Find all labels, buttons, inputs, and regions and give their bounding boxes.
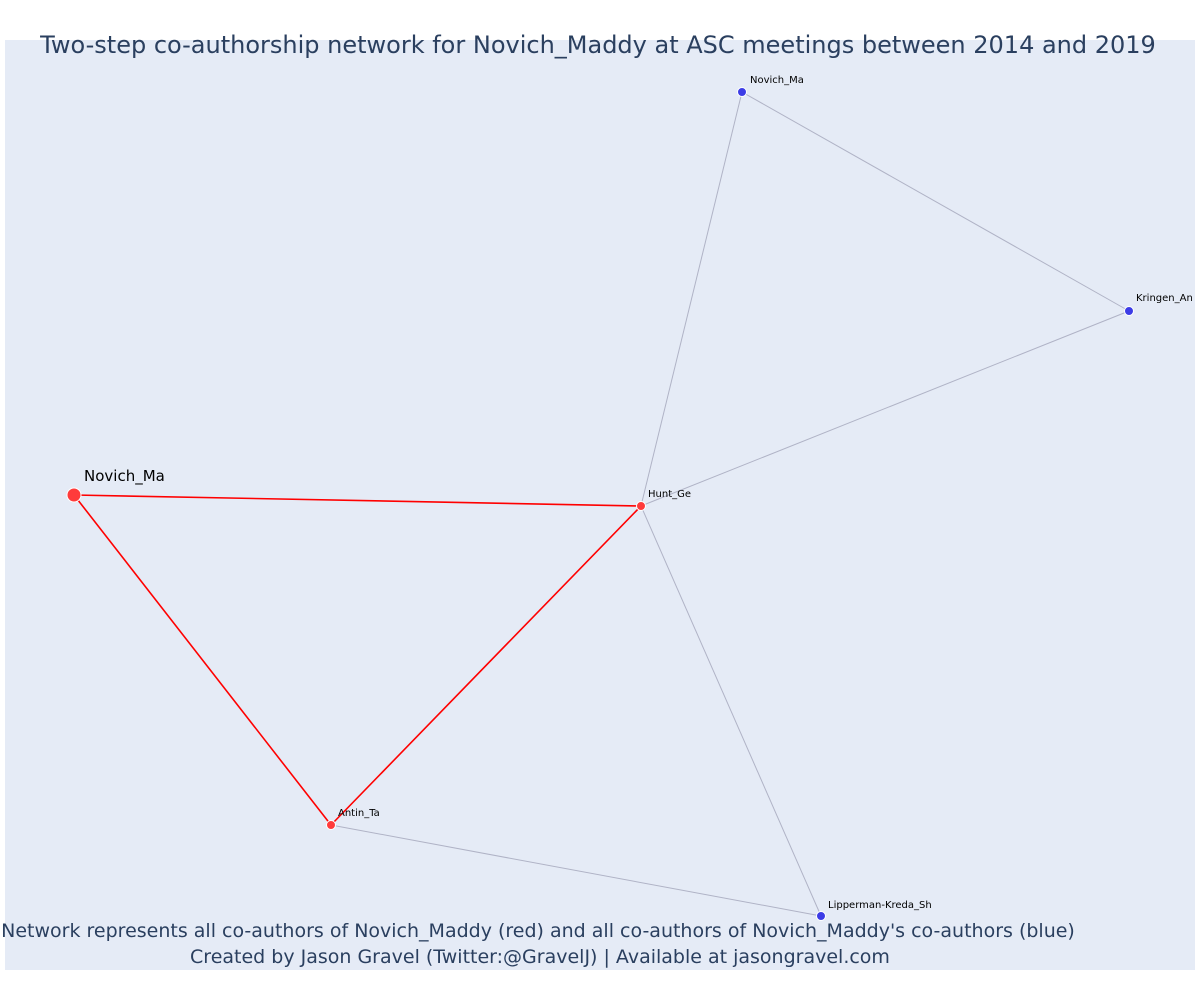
node-label-focal: Novich_Ma [84, 467, 165, 486]
edge-hunt-kringen [640, 310, 1130, 507]
node-focal[interactable] [66, 487, 82, 503]
edge-focal-hunt [73, 494, 642, 507]
node-kringen[interactable] [1124, 306, 1134, 316]
node-lipperman[interactable] [816, 911, 826, 921]
edge-hunt-lipperman [640, 505, 822, 917]
node-label-lipperman: Lipperman-Kreda_Sh [828, 900, 932, 911]
nodes-layer: Novich_Ma Hunt_Ge Antin_Ta Novich_Ma Kringen… [66, 75, 1193, 921]
edges-layer [73, 91, 1130, 917]
node-hunt[interactable] [636, 501, 646, 511]
node-label-kringen: Kringen_An [1136, 293, 1193, 304]
node-label-antin: Antin_Ta [338, 808, 380, 819]
node-label-novich2: Novich_Ma [750, 75, 804, 86]
node-label-hunt: Hunt_Ge [648, 489, 691, 500]
caption-line-2: Created by Jason Gravel (Twitter:@Gravel… [190, 946, 890, 968]
caption-line-1: Network represents all co-authors of Nov… [1, 920, 1075, 942]
edge-antin-lipperman [330, 824, 822, 917]
edge-hunt-novich2 [640, 91, 743, 507]
edge-antin-hunt [330, 505, 642, 826]
edge-focal-antin [73, 494, 332, 826]
node-novich2[interactable] [737, 87, 747, 97]
node-antin[interactable] [326, 820, 336, 830]
chart-title: Two-step co-authorship network for Novic… [39, 31, 1156, 59]
edge-novich2-kringen [741, 91, 1130, 312]
